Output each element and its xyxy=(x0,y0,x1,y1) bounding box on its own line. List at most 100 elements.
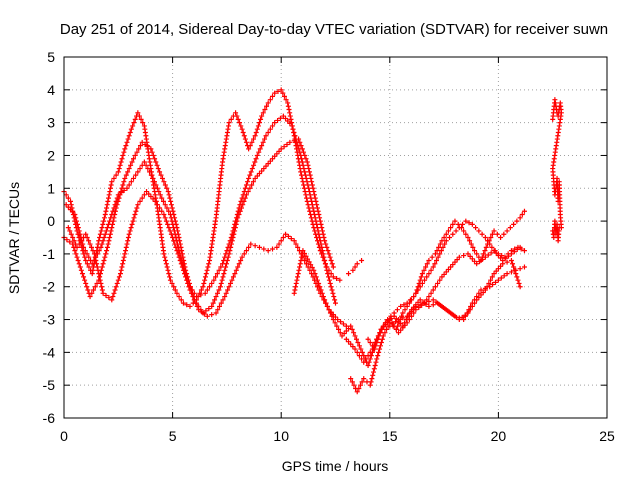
data-point xyxy=(326,277,332,283)
data-point xyxy=(105,241,111,247)
data-point xyxy=(321,235,327,240)
data-point xyxy=(325,303,331,309)
data-point xyxy=(74,244,80,250)
data-point xyxy=(515,277,521,283)
data-point xyxy=(482,248,488,254)
data-point xyxy=(304,198,310,204)
data-point xyxy=(501,231,507,237)
data-point xyxy=(280,90,286,96)
data-point xyxy=(264,103,270,109)
data-point xyxy=(311,208,317,214)
data-point xyxy=(459,314,465,320)
data-point xyxy=(488,277,494,283)
data-point xyxy=(247,185,253,191)
data-point xyxy=(437,277,443,283)
data-point xyxy=(393,326,399,332)
data-point xyxy=(521,264,527,270)
data-point xyxy=(369,376,375,382)
data-point xyxy=(479,231,485,237)
data-point xyxy=(180,264,186,270)
data-point xyxy=(194,303,200,309)
data-point xyxy=(296,146,302,152)
data-point xyxy=(131,120,137,126)
data-point xyxy=(302,189,308,195)
data-point xyxy=(237,202,243,208)
data-point xyxy=(109,179,115,185)
data-point xyxy=(270,93,276,99)
data-point xyxy=(121,254,127,260)
series-track-8 xyxy=(387,257,523,329)
data-point xyxy=(73,251,79,257)
data-point xyxy=(519,212,525,218)
data-point xyxy=(312,192,318,198)
data-point xyxy=(76,261,82,267)
data-point xyxy=(236,120,242,126)
data-point xyxy=(495,277,501,283)
data-point xyxy=(113,198,119,204)
data-point xyxy=(490,282,496,288)
data-point xyxy=(86,238,92,244)
data-point xyxy=(255,123,261,129)
x-tick-label: 15 xyxy=(382,428,398,444)
data-point xyxy=(89,261,95,267)
data-point xyxy=(514,274,520,280)
data-point xyxy=(75,225,81,231)
data-point xyxy=(504,259,510,265)
data-point xyxy=(291,238,297,244)
data-point xyxy=(169,280,175,286)
data-point xyxy=(314,205,320,211)
data-point xyxy=(502,254,508,260)
data-point xyxy=(311,267,317,273)
data-point xyxy=(516,280,522,286)
data-point xyxy=(465,235,471,240)
data-point xyxy=(483,244,489,250)
data-point xyxy=(265,248,271,254)
data-point xyxy=(294,139,300,145)
data-point xyxy=(193,300,199,306)
data-point xyxy=(167,195,173,201)
data-point xyxy=(101,257,107,263)
data-point xyxy=(328,284,334,290)
data-point xyxy=(220,274,226,280)
data-point xyxy=(287,110,293,116)
data-point xyxy=(157,169,163,175)
data-point xyxy=(276,241,282,247)
data-point xyxy=(150,152,156,158)
data-point xyxy=(330,317,336,323)
data-point xyxy=(309,182,315,188)
data-point xyxy=(136,113,142,119)
data-point xyxy=(495,251,501,257)
data-point xyxy=(202,274,208,280)
data-point xyxy=(304,179,310,185)
data-point xyxy=(212,297,218,303)
data-point xyxy=(142,142,148,148)
data-point xyxy=(126,231,132,237)
data-point xyxy=(132,152,138,158)
data-point xyxy=(365,336,371,342)
data-point xyxy=(226,284,232,290)
data-point xyxy=(121,179,127,185)
data-point xyxy=(295,271,301,277)
data-point xyxy=(116,274,122,280)
data-point xyxy=(515,244,521,250)
data-point xyxy=(306,169,312,175)
data-point xyxy=(442,306,448,312)
data-point xyxy=(298,257,304,263)
data-point xyxy=(304,195,310,201)
data-point xyxy=(310,205,316,211)
data-point xyxy=(442,241,448,247)
data-point xyxy=(94,261,100,267)
data-point xyxy=(141,159,147,165)
data-point xyxy=(167,277,173,283)
data-point xyxy=(508,269,514,275)
data-point xyxy=(301,182,307,188)
data-point xyxy=(198,287,204,293)
data-point xyxy=(152,179,157,185)
data-point xyxy=(236,261,242,267)
data-point xyxy=(310,185,316,191)
data-point xyxy=(382,320,388,326)
data-point xyxy=(89,244,95,250)
data-point xyxy=(106,221,112,227)
data-point xyxy=(250,179,256,185)
data-point xyxy=(202,277,208,283)
